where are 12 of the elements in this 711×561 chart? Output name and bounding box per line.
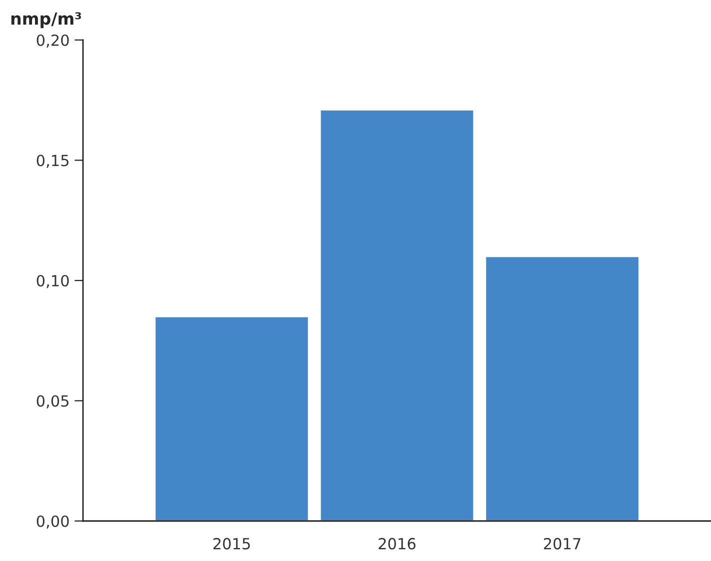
y-tick-label: 0,20 [36,34,69,48]
y-tick-label: 0,00 [36,515,69,529]
bar [319,109,475,521]
x-tick-label: 2015 [213,538,250,550]
x-tick-label: 2016 [378,538,416,550]
y-axis-title: nmp/m³ [11,12,82,28]
y-tick-label: 0,15 [36,154,68,168]
x-tick-label: 2017 [544,538,580,550]
y-tick-label: 0,05 [36,395,68,408]
bar [484,256,640,521]
bar [154,316,310,521]
y-tick-label: 0,10 [36,274,69,288]
